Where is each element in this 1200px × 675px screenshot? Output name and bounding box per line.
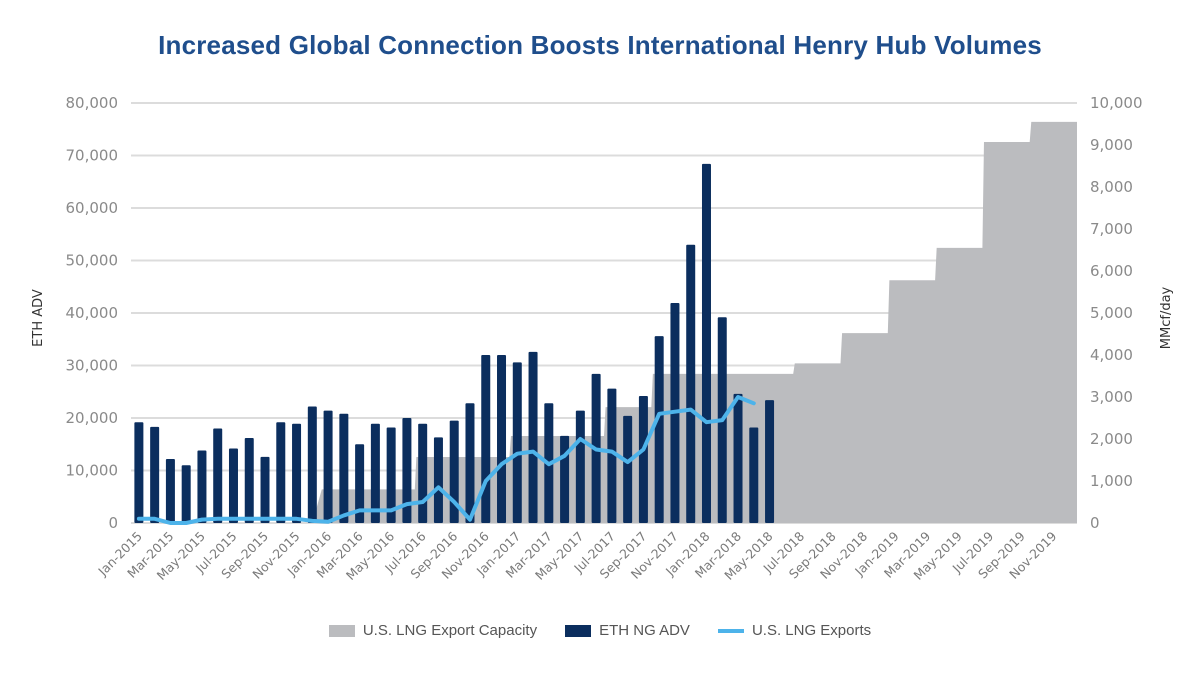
adv-swatch-icon xyxy=(565,624,592,637)
adv-bar xyxy=(512,362,522,523)
adv-bar xyxy=(370,423,380,523)
right-tick-label: 0 xyxy=(1090,514,1100,532)
right-tick-label: 4,000 xyxy=(1090,346,1133,364)
legend-item-capacity[interactable]: U.S. LNG Export Capacity xyxy=(328,622,538,639)
legend-label: U.S. LNG Exports xyxy=(751,622,872,639)
legend-item-exports[interactable]: U.S. LNG Exports xyxy=(717,622,872,639)
adv-bar xyxy=(623,415,633,523)
adv-bar xyxy=(276,422,286,523)
left-tick-label: 20,000 xyxy=(66,409,119,427)
right-tick-label: 10,000 xyxy=(1090,94,1143,112)
adv-bar xyxy=(481,355,491,523)
adv-bar xyxy=(150,426,160,523)
adv-bar xyxy=(418,423,428,523)
adv-bar xyxy=(307,406,317,523)
adv-bar xyxy=(528,351,538,523)
adv-bar xyxy=(355,444,365,523)
adv-bar xyxy=(260,456,270,523)
right-tick-label: 8,000 xyxy=(1090,178,1133,196)
left-tick-label: 50,000 xyxy=(66,252,119,270)
adv-bar xyxy=(575,410,585,523)
adv-bar-series xyxy=(134,163,775,523)
right-tick-label: 7,000 xyxy=(1090,220,1133,238)
left-tick-label: 70,000 xyxy=(66,147,119,165)
right-tick-label: 3,000 xyxy=(1090,388,1133,406)
adv-bar xyxy=(228,448,238,523)
adv-bar xyxy=(701,163,711,523)
left-tick-label: 10,000 xyxy=(66,462,119,480)
right-tick-label: 5,000 xyxy=(1090,304,1133,322)
adv-bar xyxy=(433,437,443,523)
adv-bar xyxy=(134,422,144,523)
exports-line xyxy=(136,395,756,525)
adv-bar xyxy=(607,388,617,523)
adv-bar xyxy=(638,395,648,523)
adv-bar xyxy=(292,423,302,523)
exports-line-series xyxy=(136,395,756,525)
left-tick-label: 40,000 xyxy=(66,304,119,322)
adv-bar xyxy=(197,450,207,523)
legend-label: ETH NG ADV xyxy=(599,622,690,639)
adv-bar xyxy=(181,465,191,523)
legend-item-adv[interactable]: ETH NG ADV xyxy=(565,622,690,639)
left-axis-label: ETH ADV xyxy=(31,289,46,347)
right-tick-label: 9,000 xyxy=(1090,136,1133,154)
right-tick-label: 1,000 xyxy=(1090,472,1133,490)
adv-bar xyxy=(386,427,396,523)
adv-bar xyxy=(497,355,507,523)
left-axis-ticks: 80,000 70,000 60,000 50,000 40,000 30,000 20,0… xyxy=(66,94,119,532)
adv-bar xyxy=(465,403,475,523)
x-axis-ticks: Jan-2015Mar-2015May-2015Jul-2015Sep-2015… xyxy=(94,528,1059,582)
legend-label: U.S. LNG Export Capacity xyxy=(362,622,538,639)
adv-bar xyxy=(686,244,696,523)
adv-bar xyxy=(339,413,349,523)
adv-bar xyxy=(213,428,223,523)
exports-swatch-icon xyxy=(717,628,744,633)
adv-bar xyxy=(323,410,333,523)
right-tick-label: 6,000 xyxy=(1090,262,1133,280)
adv-bar xyxy=(654,336,664,523)
left-tick-label: 80,000 xyxy=(66,94,119,112)
left-tick-label: 0 xyxy=(108,514,118,532)
left-tick-label: 30,000 xyxy=(66,357,119,375)
left-tick-label: 60,000 xyxy=(66,199,119,217)
right-axis-label: MMcf/day xyxy=(1159,286,1174,349)
adv-bar xyxy=(402,418,412,523)
chart-title: Increased Global Connection Boosts Inter… xyxy=(158,30,1042,60)
legend: U.S. LNG Export Capacity ETH NG ADV U.S.… xyxy=(0,622,1200,639)
right-tick-label: 2,000 xyxy=(1090,430,1133,448)
capacity-area-series xyxy=(312,121,1078,524)
adv-bar xyxy=(765,400,775,523)
adv-bar xyxy=(560,435,570,523)
capacity-area xyxy=(312,121,1078,524)
capacity-swatch-icon xyxy=(328,624,355,637)
adv-bar xyxy=(244,437,254,523)
right-axis-ticks: 10,000 9,000 8,000 7,000 6,000 5,000 4,000 3,00… xyxy=(1090,94,1143,532)
adv-bar xyxy=(749,427,759,523)
adv-bar xyxy=(165,458,175,523)
adv-bar xyxy=(733,393,743,523)
